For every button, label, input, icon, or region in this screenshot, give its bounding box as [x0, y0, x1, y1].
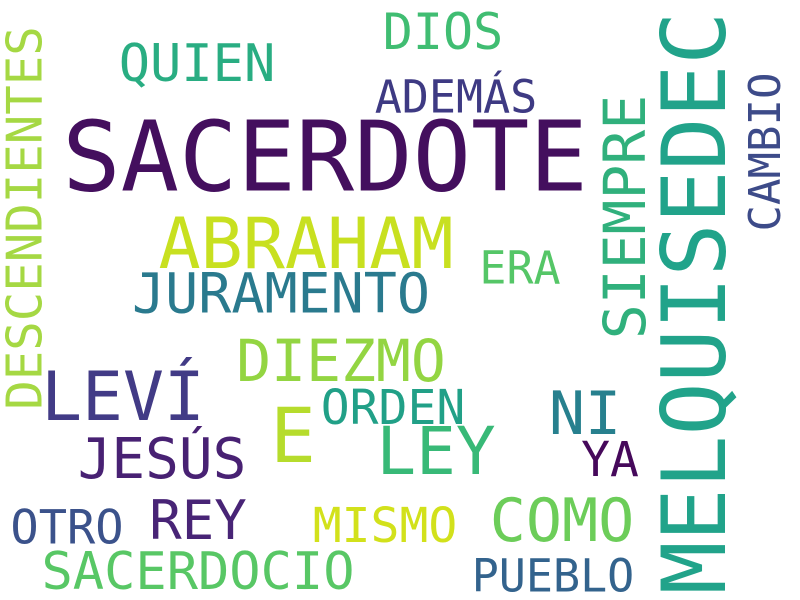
word-dios: DIOS [382, 3, 504, 61]
word-descendientes: DESCENDIENTES [0, 26, 54, 410]
word-ni: NI [548, 379, 622, 449]
word-levi: LEVÍ [41, 358, 205, 437]
word-otro: OTRO [10, 500, 124, 556]
word-melquisedec: MELQUISEDEC [643, 11, 746, 595]
word-abraham: ABRAHAM [158, 203, 454, 285]
word-rey: REY [149, 489, 247, 552]
word-orden: ORDEN [320, 380, 466, 436]
word-juramento: JURAMENTO [131, 261, 431, 326]
word-cambio: CAMBIO [740, 72, 791, 232]
word-siempre: SIEMPRE [591, 94, 659, 340]
word-e: E [270, 391, 316, 480]
word-era: ERA [479, 241, 561, 295]
word-mismo: MISMO [312, 498, 458, 554]
word-diezmo: DIEZMO [236, 327, 446, 395]
word-sacerdocio: SACERDOCIO [41, 542, 355, 600]
word-jesus: JESÚS [77, 427, 247, 492]
word-ademas: ADEMÁS [374, 70, 538, 124]
word-pueblo: PUEBLO [471, 549, 635, 600]
word-ley: LEY [376, 413, 496, 490]
word-como: COMO [489, 486, 635, 556]
word-sacerdote: SACERDOTE [62, 100, 588, 214]
word-ya: YA [581, 432, 639, 488]
word-quien: QUIEN [118, 34, 276, 94]
